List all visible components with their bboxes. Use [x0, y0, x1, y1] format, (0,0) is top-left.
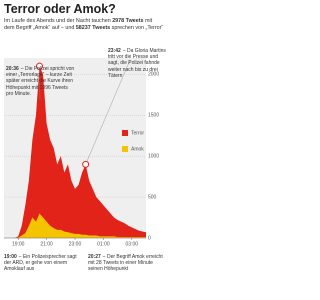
annotation-text: – Die Polizei spricht von einer „Terrorl… — [6, 66, 75, 97]
x-tick-label: 01:00 — [97, 241, 110, 247]
subtitle-text: Im Laufe des Abends und der Nacht tauche… — [4, 18, 113, 24]
subtitle-text: 2978 Tweets — [112, 18, 144, 24]
subtitle-text: sprechen von „Terror“ — [110, 25, 164, 31]
annotation-line — [39, 66, 41, 101]
annotation-text: – Ein Polizeisprecher sagt der ARD, er g… — [4, 254, 77, 273]
y-tick-label: 1500 — [148, 113, 159, 119]
x-tick-label: 19:00 — [12, 241, 25, 247]
annotation: 20:36– Die Polizei spricht von einer „Te… — [6, 66, 76, 97]
annotation-text: – Da Gloria Martins tritt vor die Presse… — [108, 48, 166, 79]
annotation: 19:00– Ein Polizeisprecher sagt der ARD,… — [4, 254, 80, 273]
subtitle-text: mit dem Begriff „Amok“ auf – und — [4, 18, 153, 31]
legend-swatch — [122, 146, 128, 152]
x-tick-label: 23:00 — [69, 241, 82, 247]
annotation-text: – Der Begriff Amok erreicht mit 28 Tweet… — [88, 254, 163, 273]
y-tick-label: 500 — [148, 194, 157, 200]
annotation-time: 20:36 — [6, 66, 19, 72]
chart: 0 500 1000 1500 2000 19:00 21:00 23:00 01:00 03:0… — [4, 58, 159, 247]
highlight-point — [82, 160, 90, 168]
subtitle-text: 58237 Tweets — [75, 25, 111, 31]
area — [4, 66, 146, 238]
highlight-point — [36, 62, 43, 70]
y-tick-label: 2000 — [148, 72, 159, 78]
y-tick-label: 0 — [148, 235, 151, 241]
legend-label: Terror — [131, 130, 144, 136]
annotation-time: 20:27 — [88, 254, 101, 260]
subtitle: Im Laufe des Abends und der Nacht tauche… — [4, 18, 164, 32]
x-tick-label: 21:00 — [40, 241, 53, 247]
legend-label: Amok — [131, 146, 144, 152]
annotation-time: 19:00 — [4, 254, 17, 260]
annotation-line — [85, 59, 131, 165]
annotation: 23:42– Da Gloria Martins tritt vor die P… — [108, 48, 166, 79]
annotation-time: 23:42 — [108, 48, 121, 54]
chart-title: Terror oder Amok? — [4, 2, 116, 16]
y-tick-label: 1000 — [148, 154, 159, 160]
area — [4, 213, 146, 238]
x-tick-label: 03:00 — [126, 241, 139, 247]
annotation: 20:27– Der Begriff Amok erreicht mit 28 … — [88, 254, 164, 273]
page: Terror oder Amok? Im Laufe des Abends un… — [4, 2, 166, 273]
legend-swatch — [122, 130, 128, 136]
